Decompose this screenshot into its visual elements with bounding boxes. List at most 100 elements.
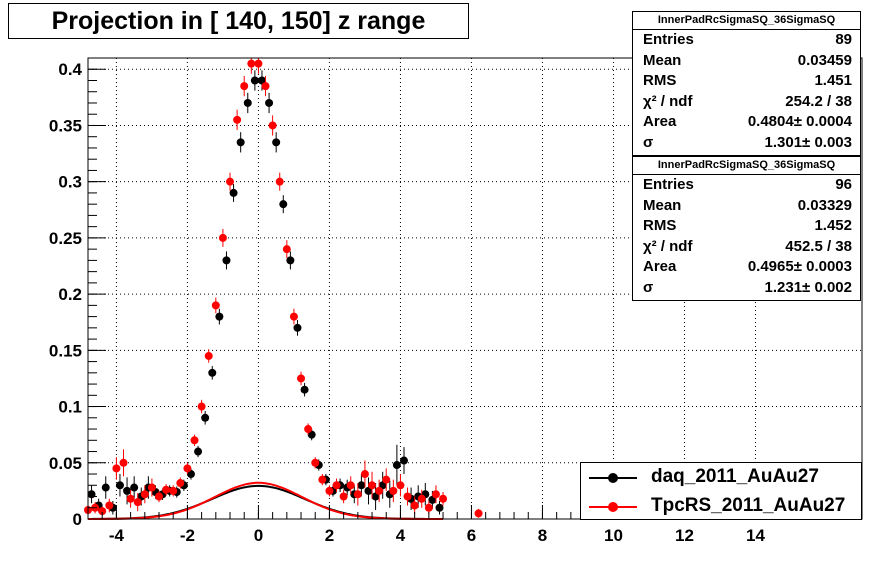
stats-row-chi2: χ² / ndf 254.2 / 38: [643, 92, 852, 110]
stats-row-sigma: σ 1.301± 0.003: [643, 133, 852, 151]
data-point: [155, 492, 164, 501]
y-tick-label: 0.2: [58, 285, 82, 304]
data-point: [392, 461, 401, 470]
legend-entry-daq: daq_2011_AuAu27: [581, 463, 861, 492]
data-point: [424, 503, 433, 512]
data-point: [126, 494, 135, 503]
data-point: [130, 483, 139, 492]
y-tick-label: 0: [73, 510, 82, 529]
y-tick-label: 0.05: [49, 454, 82, 473]
data-point: [211, 301, 220, 310]
y-tick-label: 0.35: [49, 116, 82, 135]
data-point: [169, 486, 178, 495]
data-point: [382, 475, 391, 484]
stats-box-name: InnerPadRcSigmaSQ_36SigmaSQ: [633, 157, 860, 175]
x-tick-label: 10: [604, 526, 623, 545]
data-point: [279, 200, 288, 209]
data-point: [311, 458, 320, 467]
stats-box-tpcrs: InnerPadRcSigmaSQ_36SigmaSQ Entries 96 Me…: [632, 156, 861, 301]
data-point: [399, 456, 408, 465]
data-point: [265, 98, 274, 107]
title-box: Projection in [ 140, 150] z range: [8, 3, 469, 39]
data-point: [368, 481, 377, 490]
data-point: [439, 494, 448, 503]
y-tick-label: 0.3: [58, 173, 82, 192]
data-point: [300, 385, 309, 394]
plot-frame: [87, 57, 863, 520]
data-point: [261, 82, 270, 91]
stats-row-mean: Mean 0.03459: [643, 51, 852, 69]
data-point: [176, 479, 185, 488]
data-point: [289, 312, 298, 321]
stats-box-daq: InnerPadRcSigmaSQ_36SigmaSQ Entries 89 Me…: [632, 11, 861, 156]
data-point: [147, 483, 156, 492]
data-point: [282, 245, 291, 254]
stats-row-mean: Mean 0.03329: [643, 196, 852, 214]
data-point: [183, 464, 192, 473]
data-point: [247, 59, 256, 68]
data-point: [318, 475, 327, 484]
data-point: [417, 494, 426, 503]
x-tick-label: 0: [254, 526, 263, 545]
data-point: [304, 425, 313, 434]
x-tick-label: 6: [467, 526, 476, 545]
fit-curve-TpcRS_2011_AuAu27: [88, 481, 443, 520]
data-point: [293, 323, 302, 332]
data-point: [240, 82, 249, 91]
y-tick-label: 0.1: [58, 398, 82, 417]
y-tick-label: 0.25: [49, 229, 82, 248]
data-point: [431, 490, 440, 499]
data-point: [332, 481, 341, 490]
data-point: [208, 368, 217, 377]
x-tick-label: 12: [675, 526, 694, 545]
data-point: [204, 351, 213, 360]
data-point: [250, 76, 259, 85]
data-point: [286, 256, 295, 265]
data-point: [403, 492, 412, 501]
x-tick-label: -2: [180, 526, 195, 545]
legend-label: daq_2011_AuAu27: [651, 466, 819, 487]
stats-row-area: Area 0.4804± 0.0004: [643, 113, 852, 130]
data-point: [375, 486, 384, 495]
data-point: [197, 402, 206, 411]
data-point: [201, 413, 210, 422]
data-point: [353, 490, 362, 499]
legend: daq_2011_AuAu27 TpcRS_2011_AuAu27: [580, 462, 862, 520]
data-point: [98, 507, 107, 516]
stats-row-rms: RMS 1.452: [643, 217, 852, 234]
data-point: [268, 121, 277, 130]
x-tick-label: 4: [396, 526, 406, 545]
data-point: [162, 485, 171, 494]
data-point: [115, 481, 124, 490]
data-point: [233, 115, 242, 124]
x-tick-label: 14: [746, 526, 765, 545]
data-point: [360, 470, 369, 479]
x-tick-label: -4: [109, 526, 125, 545]
data-point: [275, 177, 284, 186]
data-point: [112, 464, 121, 473]
data-point: [297, 374, 306, 383]
data-point: [101, 483, 110, 492]
data-point: [87, 490, 96, 499]
data-point: [474, 509, 483, 518]
data-point: [194, 447, 203, 456]
data-point: [140, 490, 149, 499]
y-tick-label: 0.4: [58, 60, 82, 79]
legend-label: TpcRS_2011_AuAu27: [651, 495, 846, 516]
data-point: [339, 492, 348, 501]
data-point: [243, 98, 252, 107]
data-point: [272, 138, 281, 147]
data-point: [190, 436, 199, 445]
stats-row-sigma: σ 1.231± 0.002: [643, 278, 852, 296]
x-tick-label: 8: [538, 526, 547, 545]
stats-row-rms: RMS 1.451: [643, 72, 852, 89]
data-point: [123, 486, 132, 495]
data-point: [389, 486, 398, 495]
data-point: [229, 188, 238, 197]
x-tick-label: 2: [325, 526, 334, 545]
data-point: [222, 256, 231, 265]
data-point: [357, 481, 366, 490]
data-point: [254, 59, 263, 68]
data-point: [215, 312, 224, 321]
chart-title: Projection in [ 140, 150] z range: [51, 7, 426, 35]
